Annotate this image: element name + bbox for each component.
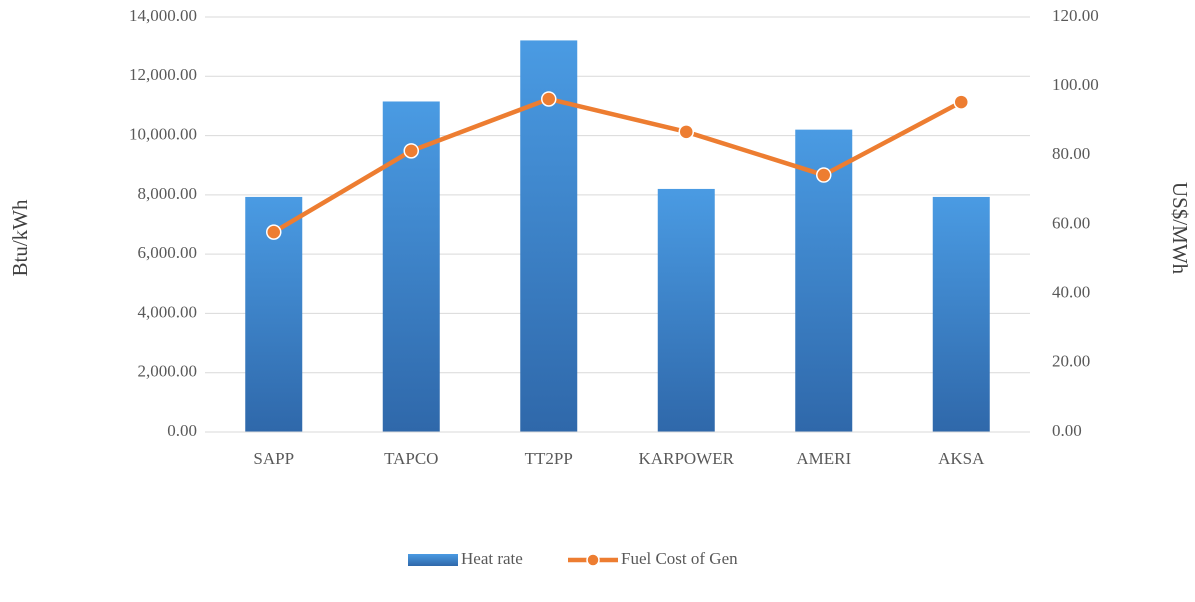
x-tick-label: AMERI	[796, 449, 851, 468]
x-tick-label: SAPP	[253, 449, 294, 468]
y2-axis-title: US$/MWh	[1168, 182, 1192, 275]
line	[272, 96, 963, 235]
y-tick-label: 12,000.00	[129, 65, 197, 84]
y2-tick-label: 60.00	[1052, 213, 1090, 232]
y-tick-label: 14,000.00	[129, 6, 197, 25]
y2-tick-label: 120.00	[1052, 6, 1099, 25]
legend-swatch	[408, 554, 458, 566]
bar	[657, 188, 715, 432]
y-tick-label: 10,000.00	[129, 124, 197, 143]
marker	[678, 124, 694, 140]
marker	[816, 167, 832, 183]
y-tick-label: 6,000.00	[138, 243, 198, 262]
x-tick-label: TAPCO	[384, 449, 438, 468]
marker	[403, 143, 419, 159]
legend-swatch	[586, 553, 600, 567]
y2-tick-label: 80.00	[1052, 144, 1090, 163]
x-tick-label: KARPOWER	[639, 449, 735, 468]
y2-tick-label: 0.00	[1052, 421, 1082, 440]
y-tick-label: 4,000.00	[138, 302, 198, 321]
y-tick-label: 0.00	[167, 421, 197, 440]
legend-label: Fuel Cost of Gen	[621, 549, 738, 568]
y2-tick-label: 100.00	[1052, 75, 1099, 94]
legend-label: Heat rate	[461, 549, 523, 568]
marker	[953, 94, 969, 110]
y-tick-label: 8,000.00	[138, 184, 198, 203]
marker	[266, 224, 282, 240]
y-tick-label: 2,000.00	[138, 362, 198, 381]
bar	[932, 196, 990, 432]
x-tick-label: AKSA	[938, 449, 985, 468]
y2-tick-label: 20.00	[1052, 352, 1090, 371]
marker	[541, 91, 557, 107]
y2-tick-label: 40.00	[1052, 283, 1090, 302]
x-tick-label: TT2PP	[525, 449, 573, 468]
y-axis-title: Btu/kWh	[8, 199, 32, 276]
